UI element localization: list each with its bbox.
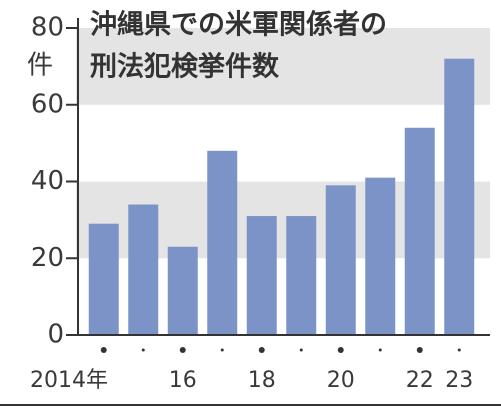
y-tick-label: 0 <box>47 320 64 350</box>
bar <box>128 204 159 335</box>
bar <box>246 216 277 335</box>
x-tick-dot <box>100 347 107 353</box>
x-tick-dot <box>141 348 145 352</box>
x-tick-label: 2014年 <box>30 368 108 393</box>
x-tick-label: 16 <box>169 368 197 393</box>
y-unit: 件 <box>27 51 53 81</box>
x-tick-label: 22 <box>406 368 434 393</box>
x-tick-label: 20 <box>327 368 355 393</box>
grid-band <box>76 28 490 105</box>
x-tick-dot <box>337 347 344 353</box>
x-tick-dot <box>416 347 423 353</box>
x-tick-label: 23 <box>445 368 473 393</box>
bar <box>444 58 475 335</box>
bar <box>207 150 238 335</box>
bar <box>286 216 317 335</box>
y-tick-label: 80 <box>31 13 64 43</box>
bar <box>325 185 356 335</box>
x-tick-dot <box>258 347 265 353</box>
y-tick-label: 20 <box>31 243 64 273</box>
bar <box>167 246 198 335</box>
chart-title: 沖縄県での米軍関係者の <box>90 10 387 41</box>
bars <box>88 58 475 336</box>
x-tick-label: 18 <box>248 368 276 393</box>
x-tick-dot <box>457 348 461 352</box>
x-tick-dot <box>179 347 186 353</box>
y-tick-label: 40 <box>31 166 64 196</box>
y-tick-label: 60 <box>31 89 64 119</box>
bar <box>404 127 435 336</box>
chart-title: 刑法犯検挙件数 <box>90 52 280 83</box>
x-tick-dot <box>299 348 303 352</box>
x-tick-dot <box>220 348 224 352</box>
bar <box>88 223 119 335</box>
bar <box>365 177 396 335</box>
x-tick-dot <box>378 348 382 352</box>
